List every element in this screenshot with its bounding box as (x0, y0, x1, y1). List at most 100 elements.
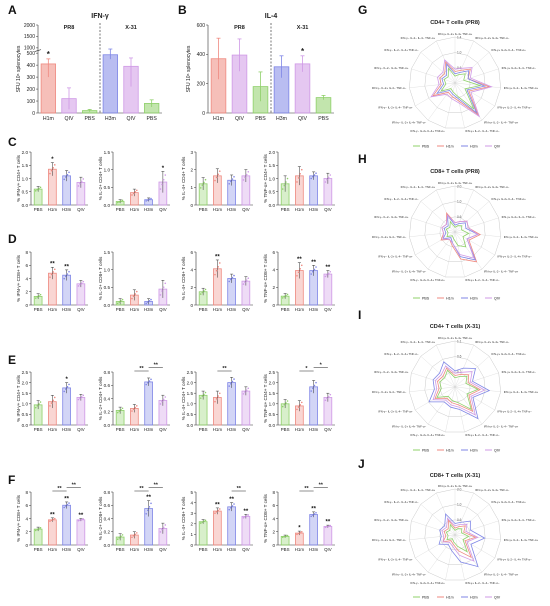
panel-f-4-data-point (300, 530, 303, 533)
panel-e-2-bracket-label: ** (139, 366, 144, 372)
panel-j-legend-label: H3m (470, 596, 478, 600)
panel-c-3-data-point (203, 181, 205, 184)
panel-i-r-tick: 0.6 (457, 355, 462, 359)
panel-i-r-tick: 0.2 (457, 370, 462, 374)
panel-c-4-bar (309, 175, 318, 206)
panel-c-4-xtick-label: PBS (281, 207, 290, 212)
panel-e-4-data-point (315, 381, 317, 384)
panel-letter-j: J (358, 457, 365, 471)
panel-f-3-ytick-label: 1 (190, 532, 193, 537)
panel-f-3-data-point (218, 508, 221, 510)
panel-c-4-data-point (281, 188, 284, 190)
panel-f-1-data-point (34, 529, 37, 532)
panel-d-2-xtick-label: H3m (144, 307, 154, 312)
panel-e-2-xtick-label: H3m (144, 427, 154, 432)
panel-d-1-data-point (65, 275, 67, 278)
panel-letter-c: C (8, 135, 17, 149)
panel-f-2-significance: ** (146, 495, 151, 501)
panel-e-1-bar (76, 397, 86, 426)
panel-j-spoke (411, 520, 456, 536)
panel-f-4-significance: ** (311, 506, 316, 512)
panel-f-4-data-point (315, 511, 317, 514)
panel-c-1-ytick-label: 1.0 (22, 176, 29, 181)
panel-g-axis-label: IFN-γ− IL-2+ IL-4+ TNF-α+ (410, 129, 445, 133)
panel-f-3-ytick-label: 3 (190, 511, 193, 516)
panel-b-group-label: PR8 (234, 25, 245, 31)
panel-d-1-xtick-label: PBS (34, 307, 43, 312)
panel-d-2-data-point (131, 297, 133, 300)
panel-g-radar: CD4+ T cells (PR8) IFN-γ+ IL-2+ IL-4+ TNF… (372, 20, 539, 149)
panel-f-4-data-point (310, 515, 313, 518)
panel-d-3-data-point (228, 280, 231, 283)
panel-g-axis-label: IFN-γ− IL-2− IL-4− TNF-α+ (401, 36, 436, 40)
panel-h-axis-label: IFN-γ− IL-2+ IL-4+ TNF-α− (392, 270, 427, 274)
panel-i-axis-label: IFN-γ+ IL-2− IL-4− TNF-α+ (484, 425, 519, 429)
panel-g-legend-label: QIV (494, 145, 501, 149)
panel-e-3-ytick-label: 1.5 (187, 391, 194, 396)
panel-g-spoke (415, 82, 456, 107)
panel-c-4-ylabel: % TNF-α+ CD4+ T cells (263, 153, 268, 202)
panel-e-1-data-point (39, 401, 42, 403)
panel-e-3-bar (241, 390, 251, 426)
panel-b-xtick-label: QIV (235, 116, 244, 122)
panel-c-4-data-point (296, 181, 298, 183)
panel-i-axis-label: IFN-γ+ IL-2− IL-4+ TNF-α+ (504, 390, 539, 394)
panel-d-2-data-point (145, 302, 148, 305)
panel-i-spoke (427, 386, 456, 425)
panel-e-2-xtick-label: PBS (116, 427, 125, 432)
panel-f-2-plot: 0.0 0.2 0.4 0.6 0.8% IL-2+ CD8+ T cells PBS H1… (98, 483, 170, 552)
panel-e-2-data-point (162, 398, 165, 401)
panel-letter-e: E (8, 353, 16, 367)
panel-f-4-xtick-label: QIV (324, 547, 332, 552)
panel-d-3-xtick-label: PBS (199, 307, 208, 312)
panel-e-2-data-point (135, 405, 138, 407)
panel-e-3-ytick-label: 1.0 (187, 402, 194, 407)
panel-c-2-ytick-label: 1.5 (104, 150, 111, 155)
panel-j-spoke (409, 534, 456, 540)
panel-c-3-ylabel: % IL-4+ CD4+ T cells (181, 156, 186, 200)
panel-f-4-ylabel: % TNF-α+ CD8+ T cells (263, 493, 268, 542)
panel-h-r-tick: 1.0 (457, 200, 462, 204)
panel-e-2-data-point (121, 407, 124, 410)
panel-f-4-xtick-label: PBS (281, 547, 290, 552)
panel-c-3-data-point (201, 184, 204, 186)
panel-d-4-ylabel: % TNF-α+ CD8+ T cells (263, 253, 268, 302)
panel-g-axis-label: IFN-γ+ IL-2− IL-4+ TNF-α+ (504, 86, 539, 90)
panel-f-4-plot: 0 2 4 6 8 % TNF-α+ CD8+ T cells PBS * H1m ** H3m **… (263, 483, 335, 552)
panel-f-2-xtick-label: H3m (144, 547, 154, 552)
panel-c-4-data-point (315, 172, 317, 175)
panel-d-4-bar (323, 273, 333, 306)
panel-e-4-data-point (312, 387, 314, 390)
panel-f-4-data-point (329, 524, 332, 527)
panel-h-series-line (442, 213, 479, 261)
panel-d-1-data-point (50, 273, 53, 276)
panel-d-4-plot: 0 2 4 6 % TNF-α+ CD8+ T cells PBS ** H1m ** H3m **… (263, 250, 335, 312)
panel-e-1-xtick-label: QIV (77, 427, 85, 432)
panel-j-series-line (445, 523, 470, 553)
panel-e-1-data-point (82, 394, 85, 397)
panel-c-2-ylabel: % IL-2+ CD4+ T cells (98, 156, 103, 200)
panel-d-1-xtick-label: H3m (62, 307, 72, 312)
panel-f-4-bracket-label: ** (304, 486, 309, 492)
panel-c-4-data-point (326, 178, 328, 181)
panel-d-4-ytick-label: 6 (272, 250, 275, 255)
panel-h-axis-label: IFN-γ+ IL-2+ IL-4− TNF-α+ (491, 197, 526, 201)
panel-e-3-data-point (204, 391, 207, 394)
panel-c-1-data-point (53, 164, 56, 166)
panel-f-2-data-point (118, 536, 121, 539)
panel-e-1-ytick-label: 2.0 (22, 380, 29, 385)
panel-g-axis-label: IFN-γ− IL-2+ IL-4− TNF-α+ (378, 106, 413, 110)
panel-f-3-ytick-label: 2 (190, 522, 193, 527)
panel-a-xtick-label: QIV (127, 116, 136, 122)
panel-f-1-data-point (79, 519, 81, 521)
panel-c-1-data-point (38, 187, 40, 190)
panel-e-2-data-point (145, 383, 148, 386)
panel-i-axis-label: IFN-γ− IL-2+ IL-4+ TNF-α+ (410, 433, 445, 437)
panel-j-spoke (445, 534, 456, 581)
panel-e-1-data-point (63, 390, 66, 393)
panel-d-4-xtick-label: H1m (295, 307, 305, 312)
panel-d-4-xtick-label: H3m (309, 307, 319, 312)
panel-c-1-xtick-label: PBS (34, 207, 43, 212)
panel-g-spoke (454, 82, 495, 107)
